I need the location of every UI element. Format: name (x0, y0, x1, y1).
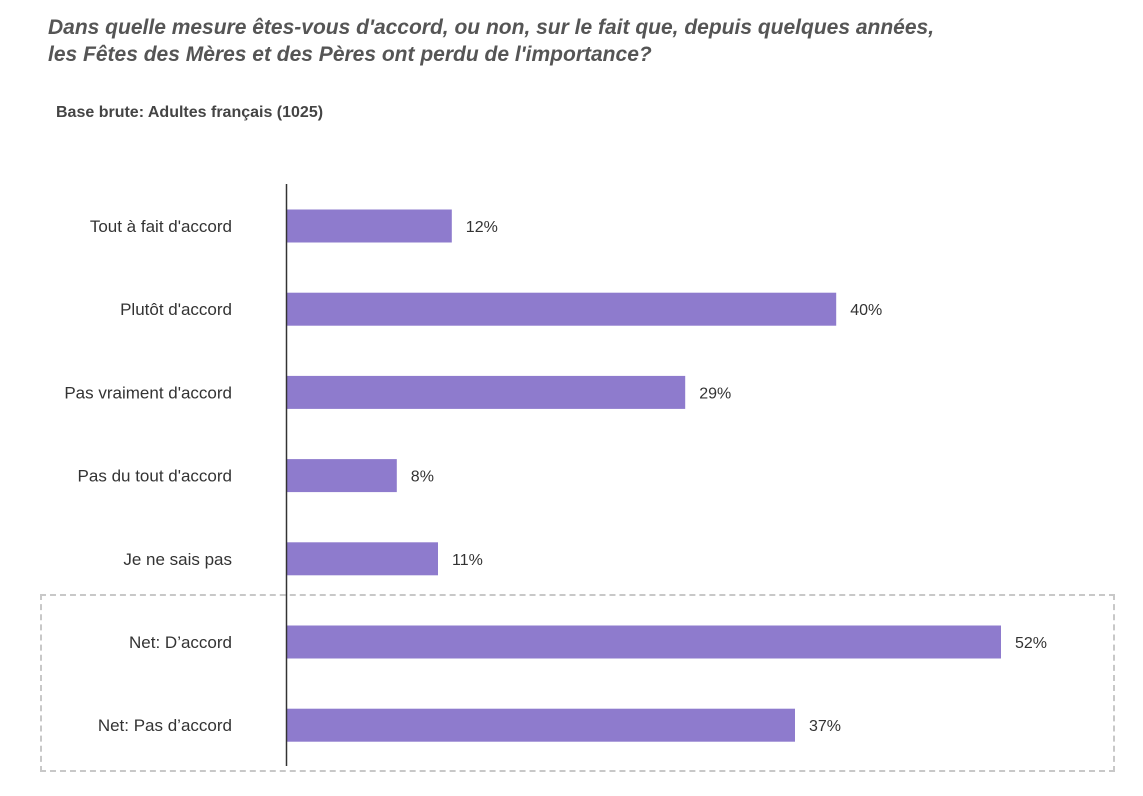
bar-net-pas-d-accord (287, 708, 795, 742)
bar-tout-a-fait-d-accord (287, 209, 452, 243)
base-note: Base brute: Adultes français (1025) (56, 104, 324, 121)
value-label-tout-a-fait-d-accord: 12% (466, 219, 498, 236)
bar-plutot-d-accord (287, 292, 837, 326)
category-label-net-pas-d-accord: Net: Pas d’accord (98, 716, 232, 735)
category-label-plutot-d-accord: Plutôt d'accord (120, 300, 232, 319)
bar-pas-du-tout-d-accord (287, 459, 397, 493)
value-label-net-pas-d-accord: 37% (809, 718, 841, 735)
category-label-net-d-accord: Net: D’accord (129, 633, 232, 652)
bar-pas-vraiment-d-accord (287, 375, 686, 409)
value-label-net-d-accord: 52% (1015, 635, 1047, 652)
bar-net-d-accord (287, 625, 1001, 659)
category-label-pas-du-tout-d-accord: Pas du tout d'accord (78, 467, 232, 486)
value-label-pas-du-tout-d-accord: 8% (411, 469, 434, 486)
category-label-pas-vraiment-d-accord: Pas vraiment d'accord (64, 383, 232, 402)
value-label-pas-vraiment-d-accord: 29% (699, 385, 731, 402)
bars-layer: Tout à fait d'accord 12% Plutôt d'accord 40… (64, 209, 1047, 742)
category-label-je-ne-sais-pas: Je ne sais pas (123, 550, 232, 569)
chart-title: Dans quelle mesure êtes-vous d'accord, o… (48, 14, 1108, 68)
category-label-tout-a-fait-d-accord: Tout à fait d'accord (90, 217, 232, 236)
chart-title-line-1: Dans quelle mesure êtes-vous d'accord, o… (48, 16, 935, 39)
chart-title-line-2: les Fêtes des Mères et des Pères ont per… (48, 43, 652, 66)
value-label-je-ne-sais-pas: 11% (452, 552, 483, 569)
value-label-plutot-d-accord: 40% (850, 302, 882, 319)
bar-je-ne-sais-pas (287, 542, 438, 576)
net-group-box (40, 594, 1115, 772)
